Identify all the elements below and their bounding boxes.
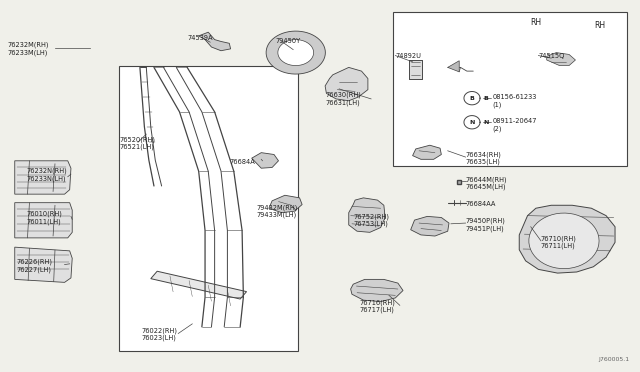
Bar [119, 65, 298, 351]
Polygon shape [349, 198, 385, 232]
Bar [394, 12, 627, 166]
Text: 76752(RH)
76753(LH): 76752(RH) 76753(LH) [354, 213, 390, 227]
Text: 76684A: 76684A [229, 159, 255, 165]
Text: 76630(RH)
76631(LH): 76630(RH) 76631(LH) [325, 92, 361, 106]
Text: B: B [483, 96, 488, 101]
Polygon shape [325, 67, 368, 101]
Text: 76022(RH)
76023(LH): 76022(RH) 76023(LH) [141, 327, 177, 341]
Polygon shape [519, 205, 615, 273]
Polygon shape [151, 271, 246, 299]
Text: 76710(RH)
76711(LH): 76710(RH) 76711(LH) [541, 235, 577, 249]
Text: 76520(RH)
76521(LH): 76520(RH) 76521(LH) [120, 137, 156, 150]
Text: 08911-20647
(2): 08911-20647 (2) [492, 118, 537, 132]
Polygon shape [547, 52, 575, 65]
Text: 74539A: 74539A [187, 35, 212, 42]
Text: J760005.1: J760005.1 [598, 357, 630, 362]
Text: 74892U: 74892U [396, 53, 421, 59]
Polygon shape [198, 32, 230, 51]
Polygon shape [252, 153, 278, 168]
Polygon shape [266, 31, 325, 74]
Polygon shape [448, 61, 460, 72]
Text: RH: RH [595, 21, 605, 30]
Text: RH: RH [531, 19, 542, 28]
Text: 76010(RH)
76011(LH): 76010(RH) 76011(LH) [26, 211, 62, 224]
Polygon shape [269, 195, 302, 213]
Text: 76634(RH)
76635(LH): 76634(RH) 76635(LH) [466, 151, 502, 165]
Text: 79432M(RH)
79433M(LH): 79432M(RH) 79433M(LH) [256, 204, 298, 218]
Text: 76226(RH)
76227(LH): 76226(RH) 76227(LH) [17, 259, 52, 273]
Polygon shape [413, 145, 442, 159]
Polygon shape [278, 39, 314, 65]
Text: B: B [470, 96, 474, 101]
Text: 76232M(RH)
76233M(LH): 76232M(RH) 76233M(LH) [7, 42, 49, 56]
Text: 74515Q: 74515Q [538, 53, 564, 59]
Text: 79450Y: 79450Y [275, 38, 301, 45]
Polygon shape [351, 279, 403, 302]
Text: N: N [469, 120, 475, 125]
Polygon shape [15, 247, 72, 282]
Text: 76232N(RH)
76233N(LH): 76232N(RH) 76233N(LH) [26, 168, 67, 182]
Polygon shape [529, 213, 599, 269]
Text: 08156-61233
(1): 08156-61233 (1) [492, 94, 537, 108]
Text: N: N [483, 120, 489, 125]
Text: 76716(RH)
76717(LH): 76716(RH) 76717(LH) [360, 299, 396, 313]
Polygon shape [411, 217, 449, 236]
Polygon shape [15, 203, 72, 238]
Text: 79450P(RH)
79451P(LH): 79450P(RH) 79451P(LH) [466, 218, 506, 232]
Polygon shape [15, 161, 71, 194]
Text: 76684AA: 76684AA [466, 201, 496, 207]
Polygon shape [410, 60, 422, 78]
Text: 76644M(RH)
76645M(LH): 76644M(RH) 76645M(LH) [466, 176, 508, 190]
